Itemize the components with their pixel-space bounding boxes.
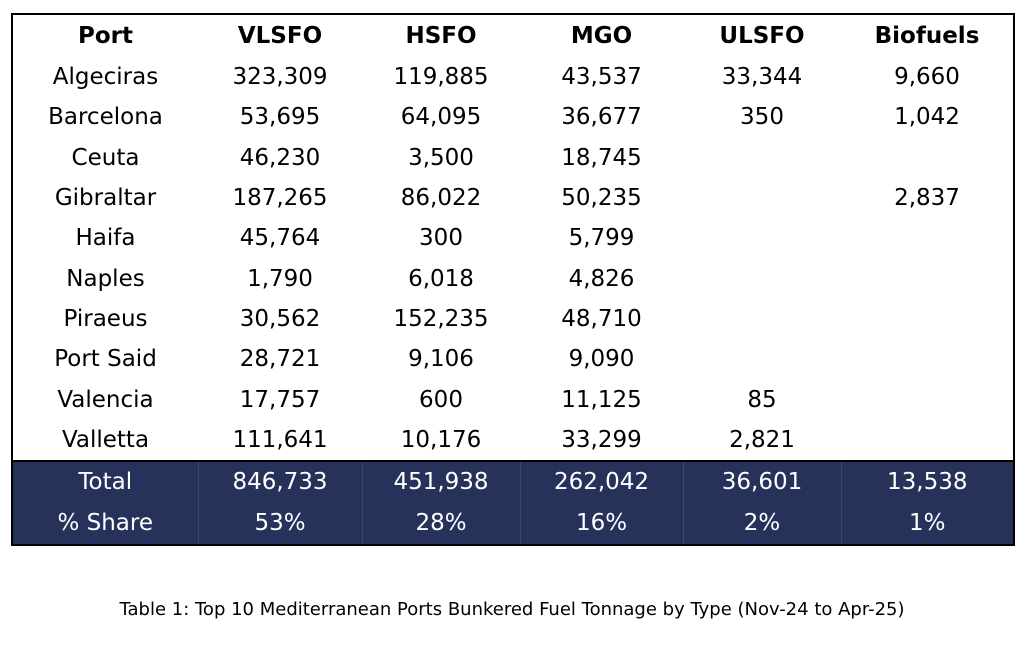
port-cell: Valencia: [57, 386, 154, 413]
mgo-cell: 5,799: [568, 225, 635, 252]
ulsfo-cell: 350: [740, 104, 784, 131]
table-row: Piraeus 30,562 152,235 48,710: [13, 299, 1013, 339]
table-row: Gibraltar 187,265 86,022 50,235 2,837: [13, 178, 1013, 218]
total-hsfo: 451,938: [362, 459, 521, 503]
port-cell: Algeciras: [52, 64, 159, 91]
biofuels-cell: [841, 379, 1013, 419]
share-ulsfo: 2%: [683, 502, 842, 544]
share-label: % Share: [13, 502, 199, 544]
ulsfo-cell: 2,821: [729, 426, 795, 453]
total-row: Total 846,733 451,938 262,042 36,601 13,…: [13, 459, 1013, 503]
vlsfo-cell: 53,695: [239, 104, 321, 131]
hsfo-cell: 119,885: [393, 64, 489, 91]
fuel-tonnage-table: Port VLSFO HSFO MGO ULSFO Biofuels Algec…: [13, 15, 1013, 544]
vlsfo-cell: 323,309: [232, 64, 328, 91]
hsfo-cell: 64,095: [400, 104, 482, 131]
hsfo-cell: 9,106: [408, 346, 474, 373]
table-row: Naples 1,790 6,018 4,826: [13, 258, 1013, 298]
hsfo-cell: 10,176: [400, 426, 482, 453]
ulsfo-cell: 33,344: [721, 64, 803, 91]
biofuels-cell: [841, 258, 1013, 298]
port-cell: Piraeus: [63, 305, 148, 332]
hsfo-cell: 152,235: [393, 305, 489, 332]
header-mgo: MGO: [570, 23, 633, 49]
vlsfo-cell: 111,641: [232, 426, 328, 453]
ulsfo-cell: [683, 258, 841, 298]
hsfo-cell: 86,022: [400, 185, 482, 212]
port-cell: Valletta: [61, 426, 150, 453]
mgo-cell: 36,677: [561, 104, 642, 131]
vlsfo-cell: 187,265: [232, 185, 328, 212]
ulsfo-cell: [683, 339, 841, 379]
hsfo-cell: 3,500: [408, 144, 474, 171]
mgo-cell: 18,745: [561, 144, 642, 171]
ulsfo-cell: [683, 178, 841, 218]
hsfo-cell: 6,018: [408, 265, 474, 292]
header-vlsfo: VLSFO: [237, 23, 323, 49]
hsfo-cell: 600: [419, 386, 463, 413]
hsfo-cell: 300: [419, 225, 463, 252]
vlsfo-cell: 28,721: [239, 346, 321, 373]
ulsfo-cell: [683, 299, 841, 339]
vlsfo-cell: 1,790: [247, 265, 313, 292]
ulsfo-cell: [683, 218, 841, 258]
header-ulsfo: ULSFO: [719, 23, 805, 49]
vlsfo-cell: 30,562: [239, 305, 321, 332]
share-hsfo: 28%: [362, 502, 521, 544]
total-vlsfo: 846,733: [198, 459, 363, 503]
biofuels-cell: 1,042: [894, 104, 960, 131]
ulsfo-cell: 85: [747, 386, 777, 413]
biofuels-cell: [841, 138, 1013, 178]
total-biofuels: 13,538: [841, 459, 1013, 503]
table-row: Algeciras 323,309 119,885 43,537 33,344 …: [13, 57, 1013, 97]
header-port: Port: [78, 23, 133, 49]
share-row: % Share 53% 28% 16% 2% 1%: [13, 502, 1013, 544]
table-row: Valletta 111,641 10,176 33,299 2,821: [13, 420, 1013, 461]
mgo-cell: 11,125: [561, 386, 642, 413]
table-row: Ceuta 46,230 3,500 18,745: [13, 138, 1013, 178]
vlsfo-cell: 17,757: [239, 386, 321, 413]
mgo-cell: 50,235: [561, 185, 642, 212]
table-row: Port Said 28,721 9,106 9,090: [13, 339, 1013, 379]
total-mgo: 262,042: [520, 459, 684, 503]
mgo-cell: 48,710: [561, 305, 642, 332]
mgo-cell: 9,090: [568, 346, 635, 373]
vlsfo-cell: 46,230: [239, 144, 321, 171]
port-cell: Barcelona: [48, 104, 163, 131]
biofuels-cell: [841, 218, 1013, 258]
table-row: Haifa 45,764 300 5,799: [13, 218, 1013, 258]
share-vlsfo: 53%: [198, 502, 363, 544]
table-caption: Table 1: Top 10 Mediterranean Ports Bunk…: [119, 599, 905, 620]
port-cell: Ceuta: [71, 144, 140, 171]
mgo-cell: 4,826: [568, 265, 635, 292]
port-cell: Gibraltar: [54, 185, 157, 212]
port-cell: Haifa: [75, 225, 136, 252]
table-row: Barcelona 53,695 64,095 36,677 350 1,042: [13, 97, 1013, 137]
ulsfo-cell: [683, 138, 841, 178]
port-cell: Naples: [66, 265, 145, 292]
port-cell: Port Said: [54, 346, 157, 373]
biofuels-cell: [841, 339, 1013, 379]
share-biofuels: 1%: [841, 502, 1013, 544]
table-row: Valencia 17,757 600 11,125 85: [13, 379, 1013, 419]
biofuels-cell: 2,837: [894, 185, 960, 212]
biofuels-cell: 9,660: [894, 64, 960, 91]
total-label: Total: [13, 459, 199, 503]
mgo-cell: 33,299: [561, 426, 642, 453]
mgo-cell: 43,537: [561, 64, 642, 91]
total-ulsfo: 36,601: [683, 459, 842, 503]
biofuels-cell: [841, 299, 1013, 339]
header-hsfo: HSFO: [405, 23, 477, 49]
header-biofuels: Biofuels: [874, 23, 980, 49]
header-row: Port VLSFO HSFO MGO ULSFO Biofuels: [13, 15, 1013, 57]
share-mgo: 16%: [520, 502, 684, 544]
vlsfo-cell: 45,764: [239, 225, 321, 252]
biofuels-cell: [841, 420, 1013, 461]
fuel-tonnage-table-container: Port VLSFO HSFO MGO ULSFO Biofuels Algec…: [11, 13, 1015, 546]
